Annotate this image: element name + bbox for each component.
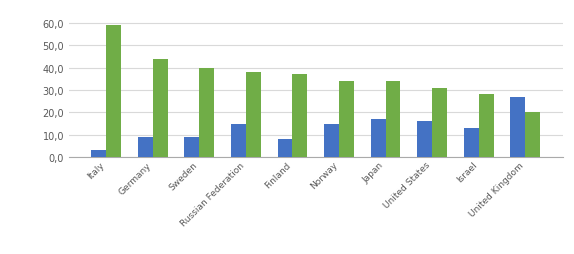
Bar [324,124,339,157]
Bar [231,124,246,157]
Bar [153,59,168,157]
Bar [525,113,540,157]
Bar [277,140,292,157]
Bar [199,68,214,157]
Bar [138,137,153,157]
Bar [184,137,199,157]
Bar [432,88,447,157]
Bar [386,82,401,157]
Bar [479,95,494,157]
Bar [91,151,106,157]
Bar [510,97,525,157]
Bar [106,26,121,157]
Bar [464,129,479,157]
Bar [292,75,307,157]
Bar [246,73,261,157]
Bar [371,120,386,157]
Bar [417,122,432,157]
Bar [339,82,354,157]
